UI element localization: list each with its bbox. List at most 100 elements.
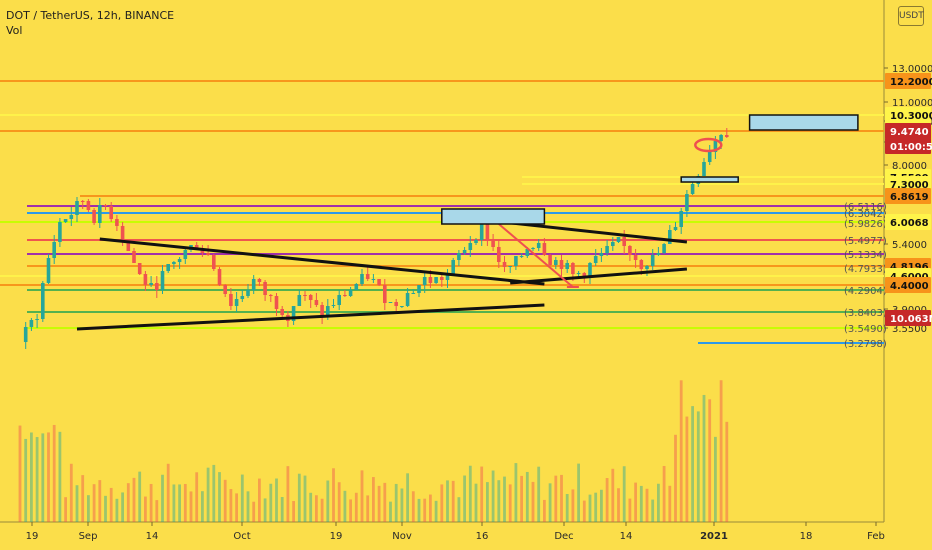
x-tick-label-9: 2021 [700,531,728,542]
candle-body [206,253,210,255]
price-marker-4[interactable]: 01:00:51 [885,138,932,154]
candle-body [326,306,330,317]
vol-indicator-label[interactable]: Vol [6,24,23,37]
price-marker-18[interactable]: 4.4000 [885,277,931,293]
price-marker-0[interactable]: 12.2000 [885,73,932,89]
price-marker-20[interactable]: 10.063M [885,310,932,326]
volume-bar [468,465,472,522]
candle-body [80,201,85,202]
price-marker-text: (3.2798) [844,339,887,350]
trendline-0[interactable] [99,237,545,286]
candle-body [725,135,729,137]
price-marker-text: (6.5116) [844,202,887,213]
volume-bar [594,492,598,522]
symbol-line[interactable]: DOT / TetherUS, 12h, BINANCE [6,9,175,22]
candle-body [337,295,341,305]
price-marker-box [885,310,931,326]
volume-bar [400,488,404,522]
volume-bar [491,470,495,522]
price-marker-box [885,188,931,204]
candle-body [451,260,455,275]
volume-bar [98,480,102,522]
candle-body [422,277,427,285]
price-marker-21[interactable]: (3.5490) [844,324,887,335]
price-marker-7[interactable]: 6.8619 [885,188,931,204]
volume-bar [320,498,324,522]
volume-bar [292,501,295,522]
candle-body [685,194,689,211]
price-marker-22[interactable]: (3.2798) [844,339,887,350]
volume-bar [377,485,381,522]
volume-bar [674,434,677,522]
price-marker-label: 7.3000 [890,180,929,191]
zone-box-5[interactable] [441,208,546,225]
price-marker-17[interactable]: (4.2904) [844,286,887,297]
candle-body [291,306,296,321]
candle-body [576,273,581,274]
candle-body [234,299,239,306]
candle-body [571,263,575,274]
price-marker-10[interactable]: (5.9826) [844,219,887,230]
candle-body [86,201,91,210]
candle-body [160,271,165,290]
candle-body [411,293,416,294]
zone-box-6[interactable] [748,114,859,131]
price-marker-box [885,123,931,139]
zone-box-7[interactable] [680,176,739,183]
volume-bar [212,464,216,522]
candle-body [263,282,267,295]
price-marker-14[interactable]: (4.7933) [844,264,887,275]
candle-body [143,274,148,285]
volume-bar [474,483,478,522]
price-marker-9[interactable]: (6.3042) [844,209,887,220]
volume-bar [588,494,592,522]
candle-body [75,201,79,215]
price-marker-label: 6.0068 [890,218,929,229]
price-marker-text: (3.8403) [844,308,887,319]
price-marker-text: (5.1334) [844,250,887,261]
volume-bar [115,498,119,522]
volume-bar [189,491,193,522]
volume-bar [691,406,694,522]
volume-bar [144,496,147,522]
arrow-line-4[interactable] [498,223,574,288]
candle-body [622,237,626,246]
candle-body [628,246,632,255]
volume-bar [503,476,506,522]
price-marker-19[interactable]: (3.8403) [844,308,887,319]
price-marker-13[interactable]: (5.1334) [844,250,887,261]
candle-body [331,305,336,306]
candle-body [519,256,524,257]
price-marker-1[interactable]: 10.3000 [885,107,932,123]
trendline-3[interactable] [510,267,688,285]
candle-body [605,246,609,253]
price-marker-3[interactable]: 9.4740 [885,123,931,139]
price-marker-box [885,138,931,154]
candle-body [679,211,683,227]
price-marker-11[interactable]: 6.0068 [885,214,931,230]
candle-body [428,277,433,283]
x-tick-label-2: 14 [146,531,159,542]
chart-legend: DOT / TetherUS, 12h, BINANCE Vol [6,8,174,38]
candle-body [23,327,28,342]
currency-badge[interactable]: USDT [898,6,924,26]
volume-bar [195,472,199,522]
candle-body [126,241,131,251]
price-marker-12[interactable]: (5.4977) [844,236,887,247]
candle-body [308,295,313,300]
x-tick-label-8: 14 [620,531,633,542]
highlight-ellipse-8[interactable] [694,137,723,153]
candle-body [348,290,353,296]
volume-bar [280,496,284,522]
price-marker-label: 10.3000 [890,111,932,122]
volume-bar [423,498,427,522]
volume-bar [201,491,204,522]
candle-body [251,279,256,290]
candle-body [240,296,245,299]
volume-bar [577,463,580,522]
trendline-1[interactable] [76,303,545,331]
candle-body [98,205,102,223]
price-marker-8[interactable]: (6.5116) [844,202,887,213]
volume-bar [702,394,706,522]
